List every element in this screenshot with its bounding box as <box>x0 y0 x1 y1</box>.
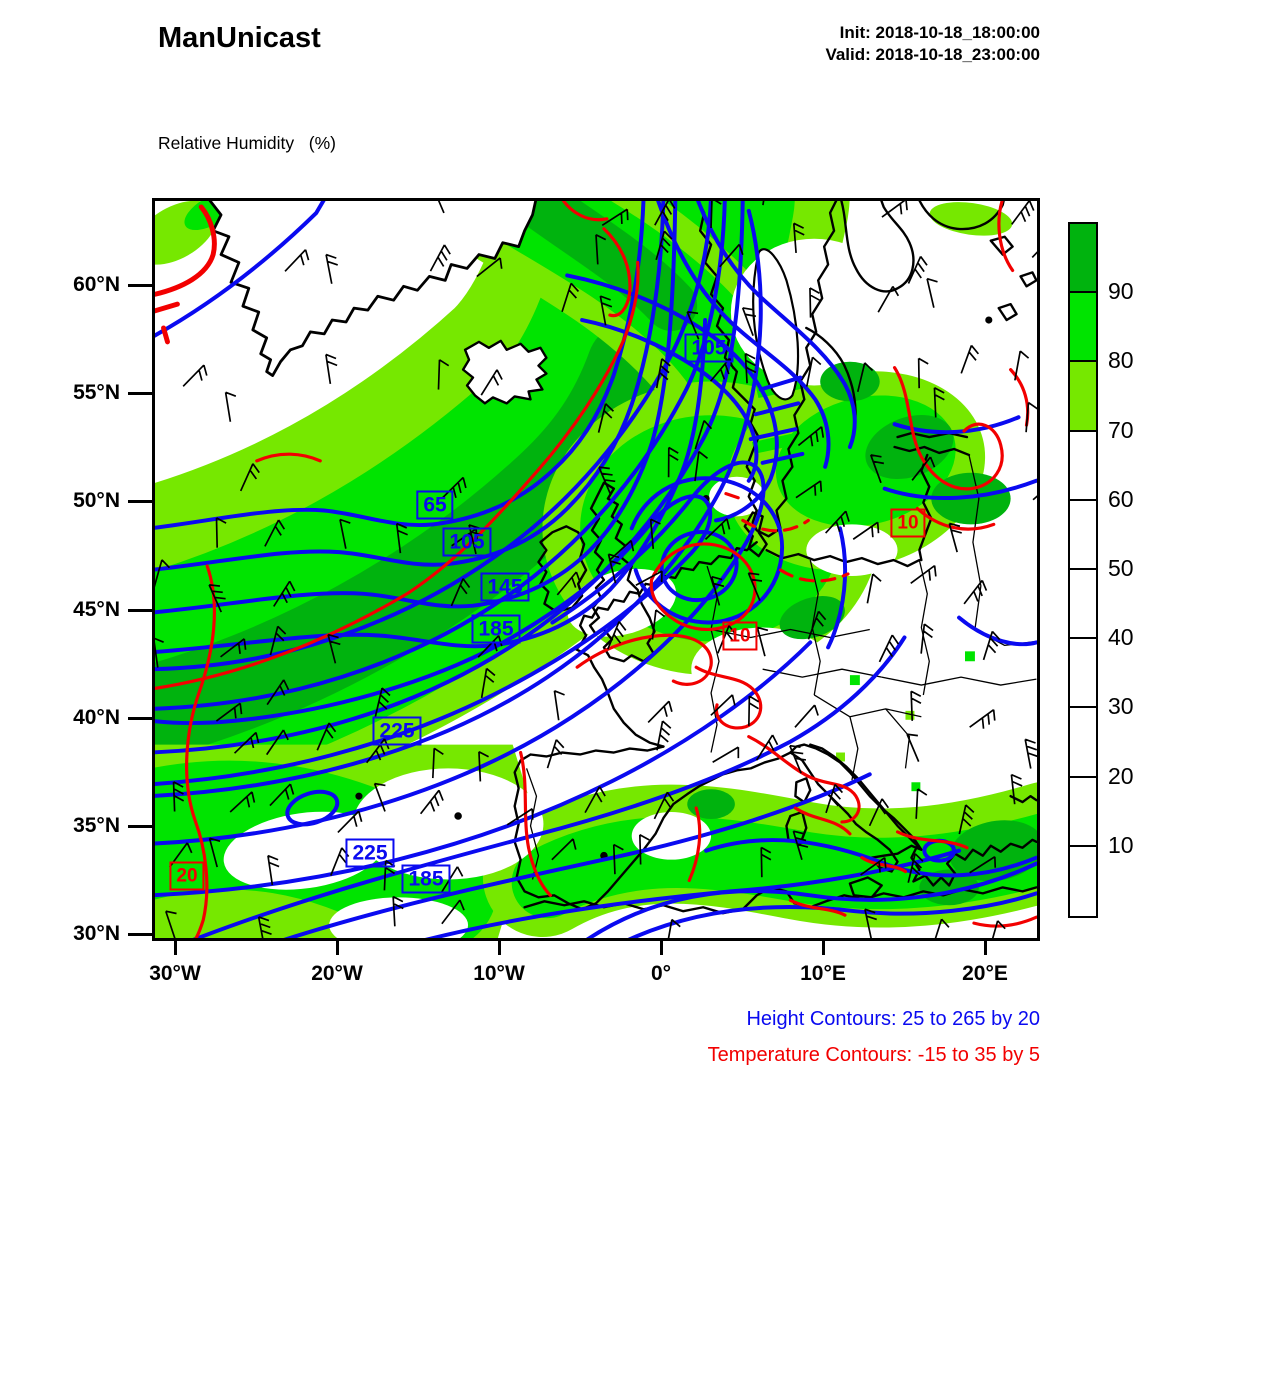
lat-label: 55°N <box>73 381 120 404</box>
weather-map-svg <box>155 201 1037 938</box>
temperature-contour-label: 20 <box>169 861 205 891</box>
colorbar-tick-label: 80 <box>1108 347 1134 374</box>
colorbar-segment <box>1070 639 1096 709</box>
height-contour-label: 105 <box>442 527 492 557</box>
height-contour-label: 185 <box>471 614 521 644</box>
init-timestamp: Init: 2018-10-18_18:00:00 <box>839 23 1040 42</box>
rh-colorbar <box>1068 222 1098 918</box>
height-contour-label: 225 <box>372 716 422 746</box>
colorbar-segment <box>1070 362 1096 432</box>
lon-label: 10°W <box>473 962 525 985</box>
lon-label: 0° <box>650 962 672 985</box>
lat-tick <box>128 608 152 612</box>
temperature-contours-layer <box>155 201 1037 938</box>
lon-label: 30°W <box>149 962 201 985</box>
wind-barbs-layer <box>155 201 1037 938</box>
lon-tick <box>335 941 339 955</box>
height-contour-label: 105 <box>684 333 734 363</box>
lat-label: 60°N <box>73 273 120 296</box>
lat-label: 35°N <box>73 814 120 837</box>
height-contour-label: 225 <box>345 838 395 868</box>
colorbar-tick-label: 40 <box>1108 624 1134 651</box>
page-title: ManUnicast <box>158 22 321 54</box>
colorbar-segment <box>1070 777 1096 847</box>
temperature-contour-label: 10 <box>722 621 758 651</box>
valid-timestamp: Valid: 2018-10-18_23:00:00 <box>825 45 1040 64</box>
lat-tick <box>128 824 152 828</box>
colorbar-segment <box>1070 708 1096 778</box>
colorbar-segment <box>1070 569 1096 640</box>
colorbar-segment <box>1070 293 1096 363</box>
lat-tick <box>128 283 152 287</box>
lon-tick <box>497 941 501 955</box>
height-contour-label: 65 <box>416 490 454 520</box>
temperature-contour-label: 10 <box>890 508 926 538</box>
lon-tick <box>173 941 177 955</box>
lat-tick <box>128 716 152 720</box>
lat-label: 40°N <box>73 706 120 729</box>
lat-label: 45°N <box>73 598 120 621</box>
lat-tick <box>128 499 152 503</box>
lon-tick <box>659 941 663 955</box>
lat-label: 50°N <box>73 489 120 512</box>
colorbar-tick-label: 30 <box>1108 693 1134 720</box>
height-contour-label: 145 <box>480 572 530 602</box>
lon-label: 20°E <box>962 962 1008 985</box>
map-plot-area <box>152 198 1040 941</box>
lon-tick <box>821 941 825 955</box>
colorbar-segment <box>1070 224 1096 294</box>
colorbar-tick-label: 90 <box>1108 278 1134 305</box>
colorbar-tick-label: 20 <box>1108 762 1134 789</box>
lon-tick <box>983 941 987 955</box>
lon-label: 20°W <box>311 962 363 985</box>
height-contours-legend: Height Contours: 25 to 265 by 20 <box>746 1008 1040 1030</box>
colorbar-segment <box>1070 500 1096 570</box>
height-contour-label: 185 <box>401 864 451 894</box>
colorbar-segment <box>1070 431 1096 501</box>
colorbar-segment <box>1070 846 1096 916</box>
colorbar-tick-label: 10 <box>1108 831 1134 858</box>
colorbar-tick-label: 60 <box>1108 485 1134 512</box>
parameter-rh: Relative Humidity (%) <box>158 133 336 153</box>
lat-label: 30°N <box>73 922 120 945</box>
lon-label: 10°E <box>800 962 846 985</box>
timestamps: Init: 2018-10-18_18:00:00 Valid: 2018-10… <box>825 22 1040 66</box>
lat-tick <box>128 932 152 936</box>
colorbar-tick-label: 70 <box>1108 416 1134 443</box>
colorbar-tick-label: 50 <box>1108 555 1134 581</box>
temperature-contours-legend: Temperature Contours: -15 to 35 by 5 <box>707 1044 1040 1066</box>
wind-barbs <box>155 201 1037 938</box>
lat-tick <box>128 391 152 395</box>
